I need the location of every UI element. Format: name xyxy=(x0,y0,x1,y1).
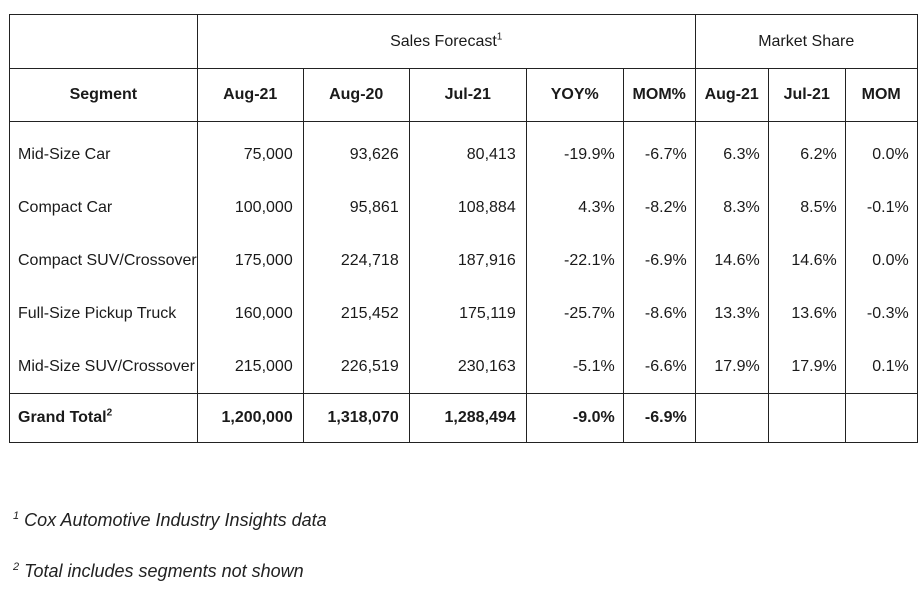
value-cell: 175,000 xyxy=(196,234,304,287)
group-header-empty xyxy=(9,14,198,69)
column-header-share-aug21: Aug-21 xyxy=(694,68,769,122)
value-cell: 175,119 xyxy=(408,287,527,340)
segment-cell: Full-Size Pickup Truck xyxy=(9,287,198,340)
grand-total-label: Grand Total xyxy=(18,409,107,426)
value-cell: 95,861 xyxy=(302,181,410,234)
group-header-sales-forecast: Sales Forecast1 xyxy=(196,14,696,69)
value-cell: -22.1% xyxy=(525,234,624,287)
value-cell: -0.1% xyxy=(844,181,918,234)
column-header-segment: Segment xyxy=(9,68,198,122)
value-cell: 160,000 xyxy=(196,287,304,340)
footnote-text: Cox Automotive Industry Insights data xyxy=(24,510,327,530)
value-cell: 93,626 xyxy=(302,121,410,181)
value-cell: 6.3% xyxy=(694,121,769,181)
segment-cell: Compact Car xyxy=(9,181,198,234)
value-cell: -6.9% xyxy=(622,234,696,287)
value-cell: 13.6% xyxy=(767,287,846,340)
value-cell: 224,718 xyxy=(302,234,410,287)
footnote-text: Total includes segments not shown xyxy=(24,561,304,581)
footnotes: 1 Cox Automotive Industry Insights data … xyxy=(13,510,327,612)
value-cell: 14.6% xyxy=(767,234,846,287)
total-cell: 1,200,000 xyxy=(196,393,304,443)
value-cell: 215,452 xyxy=(302,287,410,340)
segment-cell: Mid-Size Car xyxy=(9,121,198,181)
column-header-row: Segment Aug-21 Aug-20 Jul-21 YOY% MOM% A… xyxy=(9,68,918,122)
group-header-market-share: Market Share xyxy=(694,14,918,69)
value-cell: -8.2% xyxy=(622,181,696,234)
value-cell: 14.6% xyxy=(694,234,769,287)
total-cell: 1,288,494 xyxy=(408,393,527,443)
sales-forecast-table: Sales Forecast1 Market Share Segment Aug… xyxy=(9,14,918,443)
value-cell: -25.7% xyxy=(525,287,624,340)
value-cell: 230,163 xyxy=(408,340,527,394)
value-cell: 17.9% xyxy=(767,340,846,394)
total-cell: -9.0% xyxy=(525,393,624,443)
column-header-aug21: Aug-21 xyxy=(196,68,304,122)
value-cell: -8.6% xyxy=(622,287,696,340)
value-cell: -0.3% xyxy=(844,287,918,340)
column-header-yoy: YOY% xyxy=(525,68,624,122)
value-cell: 17.9% xyxy=(694,340,769,394)
sales-forecast-label: Sales Forecast xyxy=(390,32,497,50)
footnote-2: 2 Total includes segments not shown xyxy=(13,561,327,582)
table-row: Full-Size Pickup Truck 160,000 215,452 1… xyxy=(9,287,918,340)
footnote-mark: 2 xyxy=(13,561,20,573)
value-cell: 8.5% xyxy=(767,181,846,234)
value-cell: 75,000 xyxy=(196,121,304,181)
footnote-ref: 2 xyxy=(106,407,113,419)
value-cell: 6.2% xyxy=(767,121,846,181)
total-cell: -6.9% xyxy=(622,393,696,443)
column-header-share-jul21: Jul-21 xyxy=(767,68,846,122)
footnote-mark: 1 xyxy=(13,510,20,522)
footnote-ref: 1 xyxy=(496,31,503,43)
value-cell: -5.1% xyxy=(525,340,624,394)
column-header-share-mom: MOM xyxy=(844,68,918,122)
table-row: Mid-Size Car 75,000 93,626 80,413 -19.9%… xyxy=(9,121,918,181)
value-cell: 0.1% xyxy=(844,340,918,394)
value-cell: 13.3% xyxy=(694,287,769,340)
segment-cell: Compact SUV/Crossover xyxy=(9,234,198,287)
value-cell: -6.7% xyxy=(622,121,696,181)
table-row: Mid-Size SUV/Crossover 215,000 226,519 2… xyxy=(9,340,918,394)
footnote-1: 1 Cox Automotive Industry Insights data xyxy=(13,510,327,531)
group-header-row: Sales Forecast1 Market Share xyxy=(9,14,918,69)
value-cell: 80,413 xyxy=(408,121,527,181)
value-cell: 226,519 xyxy=(302,340,410,394)
value-cell: -19.9% xyxy=(525,121,624,181)
value-cell: 4.3% xyxy=(525,181,624,234)
total-cell: 1,318,070 xyxy=(302,393,410,443)
grand-total-row: Grand Total2 1,200,000 1,318,070 1,288,4… xyxy=(9,393,918,443)
value-cell: -6.6% xyxy=(622,340,696,394)
segment-cell: Mid-Size SUV/Crossover xyxy=(9,340,198,394)
sales-forecast-table-container: Sales Forecast1 Market Share Segment Aug… xyxy=(9,14,918,443)
table-row: Compact Car 100,000 95,861 108,884 4.3% … xyxy=(9,181,918,234)
grand-total-label-cell: Grand Total2 xyxy=(9,393,198,443)
column-header-aug20: Aug-20 xyxy=(302,68,410,122)
value-cell: 0.0% xyxy=(844,121,918,181)
value-cell: 100,000 xyxy=(196,181,304,234)
column-header-mom-pct: MOM% xyxy=(622,68,696,122)
total-cell xyxy=(694,393,769,443)
total-cell xyxy=(844,393,918,443)
value-cell: 215,000 xyxy=(196,340,304,394)
value-cell: 8.3% xyxy=(694,181,769,234)
value-cell: 187,916 xyxy=(408,234,527,287)
value-cell: 108,884 xyxy=(408,181,527,234)
total-cell xyxy=(767,393,846,443)
table-row: Compact SUV/Crossover 175,000 224,718 18… xyxy=(9,234,918,287)
value-cell: 0.0% xyxy=(844,234,918,287)
column-header-jul21: Jul-21 xyxy=(408,68,527,122)
